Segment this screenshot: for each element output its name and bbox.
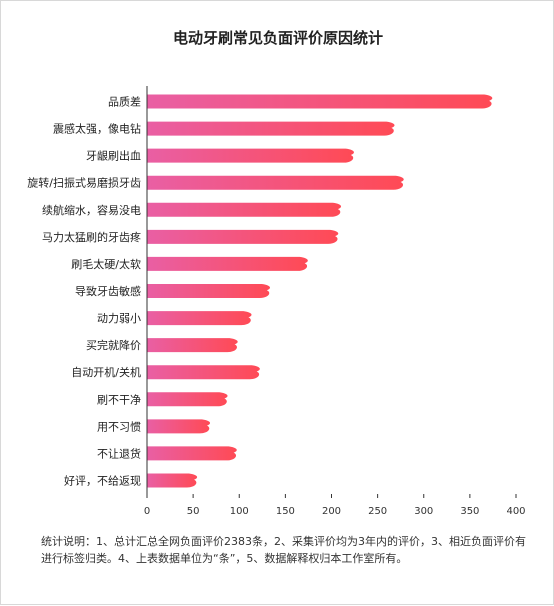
x-tick-label: 150 xyxy=(276,506,295,517)
category-label: 马力太猛刷的牙齿疼 xyxy=(42,230,141,244)
category-label: 好评，不给返现 xyxy=(64,473,141,487)
bar-11 xyxy=(147,365,260,380)
bar-3 xyxy=(147,148,354,163)
x-tick-label: 100 xyxy=(230,506,249,517)
bar-6 xyxy=(147,229,339,244)
bar-12 xyxy=(147,392,228,407)
bar-13 xyxy=(147,419,211,434)
bar-5 xyxy=(147,202,342,217)
category-label: 续航缩水，容易没电 xyxy=(42,203,141,217)
x-tick-label: 350 xyxy=(460,506,479,517)
x-tick-label: 0 xyxy=(144,506,150,517)
category-label: 旋转/扫振式易磨损牙齿 xyxy=(27,176,141,190)
category-label: 买完就降价 xyxy=(86,338,141,352)
category-label: 不让退货 xyxy=(97,446,141,460)
bar-4 xyxy=(147,175,404,190)
category-label: 刷不干净 xyxy=(97,392,141,406)
bar-8 xyxy=(147,284,271,298)
category-label: 导致牙齿敏感 xyxy=(75,284,141,298)
category-label: 自动开机/关机 xyxy=(71,365,141,379)
category-label: 动力弱小 xyxy=(97,312,141,325)
category-label: 用不习惯 xyxy=(97,419,141,433)
bar-14 xyxy=(147,446,237,461)
x-tick-label: 200 xyxy=(322,506,341,517)
bar-2 xyxy=(147,121,395,136)
x-tick-label: 300 xyxy=(414,506,433,517)
bar-7 xyxy=(147,256,308,271)
statistics-note: 统计说明：1、总计汇总全网负面评价2383条，2、采集评价均为3年内的评价，3、… xyxy=(41,535,526,565)
category-label: 刷毛太硬/太软 xyxy=(71,257,141,271)
x-tick-label: 400 xyxy=(506,506,525,517)
category-label: 牙龈刷出血 xyxy=(86,149,141,163)
category-label: 震感太强，像电钻 xyxy=(53,122,141,136)
bar-15 xyxy=(147,473,198,488)
bar-9 xyxy=(147,311,252,326)
bar-1 xyxy=(147,94,493,109)
chart-title: 电动牙刷常见负面评价原因统计 xyxy=(172,29,383,47)
x-tick-label: 250 xyxy=(368,506,387,517)
category-label: 品质差 xyxy=(108,95,141,109)
bar-10 xyxy=(147,338,238,353)
x-tick-label: 50 xyxy=(187,506,200,517)
